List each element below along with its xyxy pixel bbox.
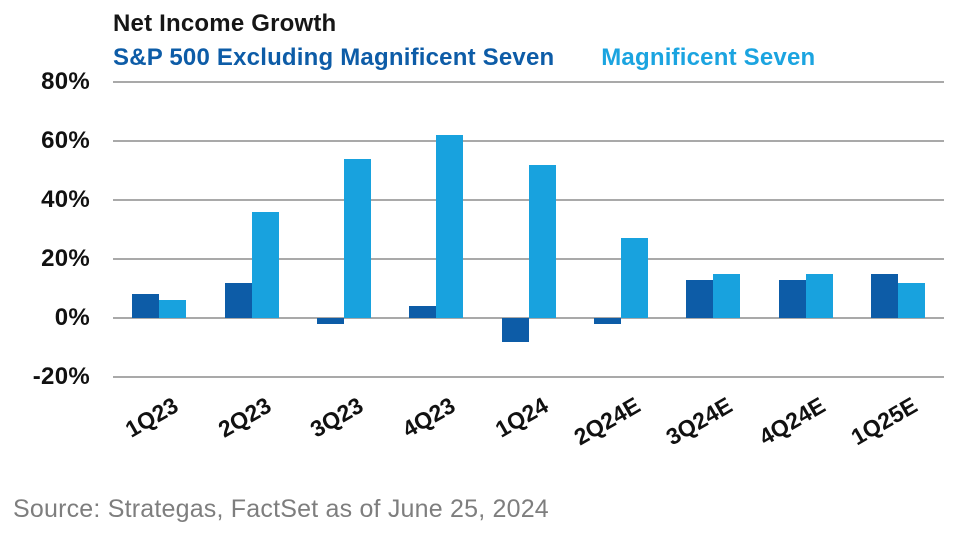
x-tick-label-1Q23: 1Q23 <box>120 391 183 443</box>
gridline-80% <box>113 81 944 83</box>
bar-mag7-3Q24E <box>713 273 741 318</box>
x-tick-label-1Q24: 1Q24 <box>490 391 552 443</box>
bar-mag7-4Q24E <box>805 273 833 318</box>
bar-ex-mag7-2Q23 <box>224 282 252 318</box>
y-tick-label-40%: 40% <box>41 186 90 213</box>
chart-legend: S&P 500 Excluding Magnificent Seven Magn… <box>113 44 815 72</box>
x-tick-label-4Q24E: 4Q24E <box>753 391 829 451</box>
x-tick-label-2Q24E: 2Q24E <box>569 391 645 451</box>
bar-mag7-1Q23 <box>159 300 187 318</box>
bar-mag7-1Q25E <box>897 282 925 318</box>
x-tick-label-2Q23: 2Q23 <box>213 391 275 443</box>
y-tick-label-20%: 20% <box>41 245 90 272</box>
bar-ex-mag7-1Q23 <box>132 294 160 318</box>
y-tick-label-60%: 60% <box>41 127 90 154</box>
bar-mag7-3Q23 <box>343 158 371 318</box>
bar-ex-mag7-4Q24E <box>778 279 806 318</box>
y-tick-label-80%: 80% <box>41 68 90 95</box>
x-tick-label-4Q23: 4Q23 <box>397 391 460 443</box>
x-tick-label-1Q25E: 1Q25E <box>846 391 922 451</box>
bar-mag7-4Q23 <box>436 135 464 318</box>
x-tick-label-3Q24E: 3Q24E <box>661 391 737 451</box>
y-tick-label--20%: -20% <box>32 363 90 390</box>
legend-item-mag7: Magnificent Seven <box>601 44 816 71</box>
bar-ex-mag7-3Q24E <box>686 279 714 318</box>
plot-area <box>113 81 944 378</box>
x-tick-label-3Q23: 3Q23 <box>305 391 368 443</box>
bar-ex-mag7-1Q24 <box>501 318 529 342</box>
bar-mag7-2Q23 <box>251 211 279 318</box>
bar-ex-mag7-4Q23 <box>409 306 437 318</box>
bar-ex-mag7-3Q23 <box>316 318 344 324</box>
y-tick-label-0%: 0% <box>54 304 90 331</box>
legend-item-excluding-mag7: S&P 500 Excluding Magnificent Seven <box>113 44 555 71</box>
source-note: Source: Strategas, FactSet as of June 25… <box>13 495 549 523</box>
gridline--20% <box>113 376 944 378</box>
chart-title: Net Income Growth <box>113 10 337 37</box>
bar-mag7-2Q24E <box>620 238 648 318</box>
bar-mag7-1Q24 <box>528 164 556 318</box>
gridline-0% <box>113 317 944 319</box>
bar-ex-mag7-1Q25E <box>870 273 898 318</box>
bar-ex-mag7-2Q24E <box>593 318 621 324</box>
gridline-60% <box>113 140 944 142</box>
